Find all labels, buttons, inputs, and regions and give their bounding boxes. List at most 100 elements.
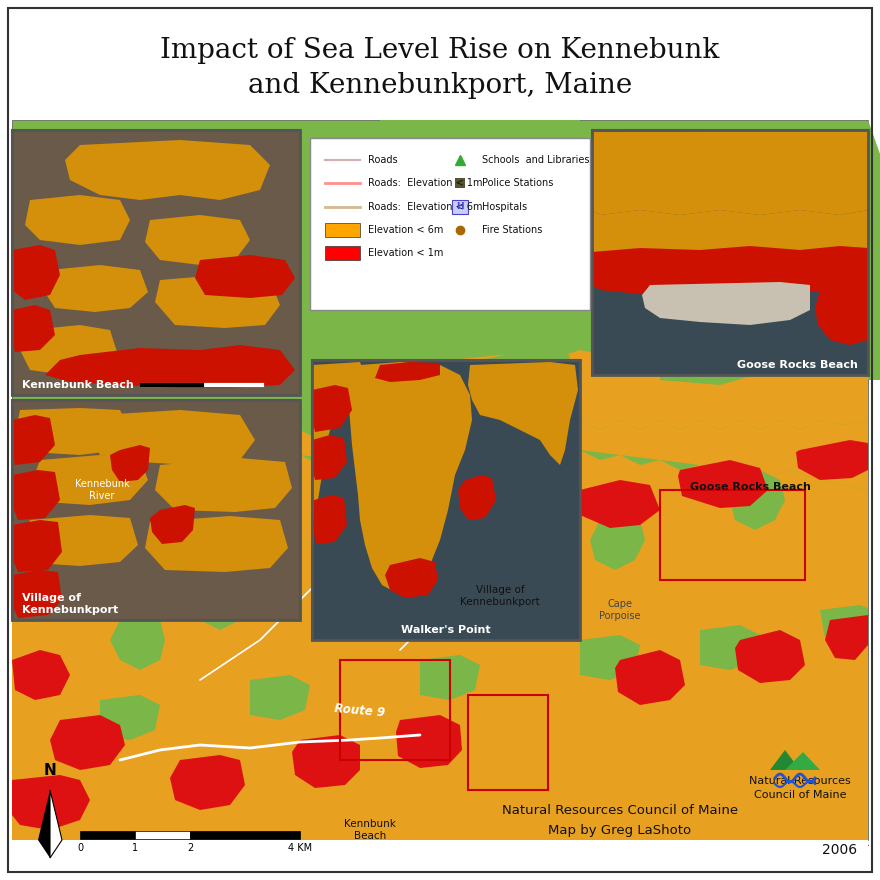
Bar	[12, 400, 300, 620]
Bar	[312, 360, 580, 640]
Text: Kennebunk
River: Kennebunk River	[75, 480, 129, 501]
Polygon shape	[592, 210, 868, 262]
Text: Village of
Kennebunkport: Village of Kennebunkport	[460, 585, 539, 607]
Polygon shape	[590, 510, 645, 570]
Bar	[592, 130, 868, 375]
Text: Kennbunk
Beach: Kennbunk Beach	[344, 818, 396, 841]
Polygon shape	[65, 140, 270, 200]
Polygon shape	[190, 570, 250, 630]
Polygon shape	[592, 130, 868, 215]
Polygon shape	[160, 370, 260, 425]
Polygon shape	[195, 255, 295, 298]
Polygon shape	[580, 345, 868, 400]
Polygon shape	[15, 408, 130, 455]
Polygon shape	[42, 265, 148, 312]
Polygon shape	[396, 715, 462, 768]
Polygon shape	[312, 435, 347, 480]
Polygon shape	[50, 715, 125, 770]
Text: 4 KM: 4 KM	[288, 843, 312, 853]
Text: N: N	[44, 763, 56, 778]
Polygon shape	[150, 505, 195, 544]
Text: Natural Resources Council of Maine: Natural Resources Council of Maine	[502, 803, 738, 817]
Polygon shape	[30, 390, 120, 440]
Polygon shape	[110, 445, 150, 482]
Polygon shape	[45, 345, 295, 388]
Polygon shape	[25, 195, 130, 245]
Text: Natural Resources
Council of Maine: Natural Resources Council of Maine	[749, 776, 851, 800]
Polygon shape	[820, 605, 868, 640]
Polygon shape	[480, 350, 570, 395]
Bar	[12, 130, 300, 395]
Text: Kennebunk Beach: Kennebunk Beach	[22, 380, 134, 390]
Polygon shape	[400, 345, 868, 435]
Polygon shape	[375, 362, 440, 382]
Polygon shape	[458, 475, 496, 520]
Polygon shape	[20, 325, 118, 375]
Polygon shape	[313, 495, 347, 544]
Polygon shape	[868, 120, 880, 380]
Polygon shape	[12, 570, 62, 618]
Polygon shape	[640, 285, 868, 400]
Text: Police Stations: Police Stations	[482, 179, 554, 188]
Text: Map by Greg LaShoto: Map by Greg LaShoto	[548, 824, 692, 837]
Text: Fire Stations: Fire Stations	[482, 224, 542, 235]
Polygon shape	[145, 516, 288, 572]
Polygon shape	[12, 420, 868, 490]
Polygon shape	[110, 610, 165, 670]
Text: and Kennebunkport, Maine: and Kennebunkport, Maine	[248, 71, 632, 99]
Polygon shape	[572, 480, 660, 528]
Polygon shape	[580, 635, 640, 680]
Polygon shape	[145, 215, 250, 265]
Bar	[190, 831, 300, 839]
Polygon shape	[12, 520, 62, 572]
Polygon shape	[100, 695, 160, 740]
Polygon shape	[170, 755, 245, 810]
Text: Schools  and Libraries: Schools and Libraries	[482, 155, 590, 165]
Text: H: H	[456, 202, 464, 211]
Polygon shape	[90, 410, 255, 465]
Polygon shape	[380, 120, 580, 310]
Text: Roads:  Elevation < 6m: Roads: Elevation < 6m	[368, 202, 482, 211]
Bar	[325, 246, 360, 260]
Bar	[325, 223, 360, 237]
Polygon shape	[735, 630, 805, 683]
Polygon shape	[592, 246, 868, 294]
Polygon shape	[730, 470, 785, 530]
Polygon shape	[12, 775, 90, 830]
Polygon shape	[12, 450, 868, 840]
Polygon shape	[385, 558, 438, 598]
Text: Goose Rocks Beach: Goose Rocks Beach	[737, 360, 858, 370]
Bar	[468, 695, 548, 790]
Text: Impact of Sea Level Rise on Kennebunk: Impact of Sea Level Rise on Kennebunk	[160, 36, 720, 63]
Text: Walker's Point: Walker's Point	[467, 857, 553, 867]
Bar	[80, 831, 135, 839]
Polygon shape	[32, 455, 148, 505]
Polygon shape	[825, 615, 868, 660]
Polygon shape	[420, 655, 480, 700]
Bar	[12, 120, 868, 840]
Text: 2: 2	[187, 843, 193, 853]
Text: Roads:  Elevation < 1m: Roads: Elevation < 1m	[368, 179, 482, 188]
Text: 0: 0	[77, 843, 83, 853]
Polygon shape	[312, 362, 365, 560]
Text: Hospitals: Hospitals	[482, 202, 527, 211]
Polygon shape	[12, 415, 55, 465]
Polygon shape	[155, 275, 280, 328]
Polygon shape	[250, 675, 310, 720]
Polygon shape	[770, 750, 800, 770]
Bar	[455, 179, 465, 188]
Polygon shape	[642, 282, 810, 325]
Polygon shape	[12, 650, 70, 700]
Bar	[12, 840, 868, 880]
Bar	[135, 831, 190, 839]
Text: Village of
Kennebunkport: Village of Kennebunkport	[22, 592, 118, 615]
Bar	[12, 130, 300, 395]
Polygon shape	[12, 470, 60, 520]
Polygon shape	[50, 790, 62, 858]
Polygon shape	[348, 362, 472, 592]
Bar	[310, 138, 590, 310]
Bar	[312, 360, 580, 640]
Polygon shape	[38, 790, 50, 858]
Text: 2006: 2006	[823, 843, 858, 857]
Polygon shape	[785, 752, 820, 770]
